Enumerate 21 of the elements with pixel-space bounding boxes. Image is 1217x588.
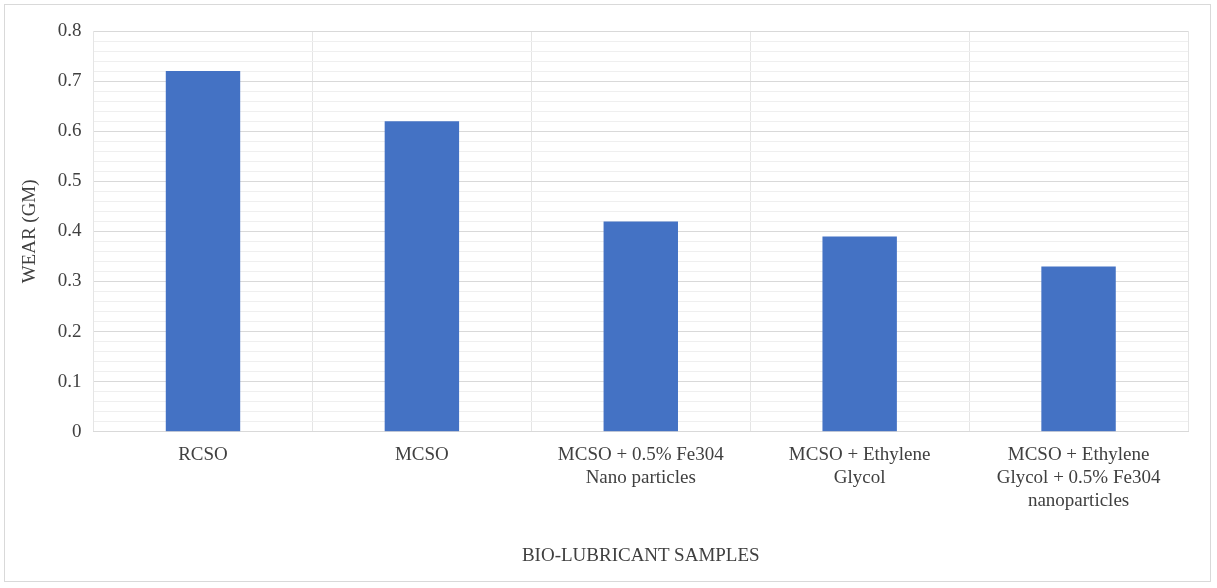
bar [603,221,678,432]
x-tick-label: MCSO + 0.5% Fe304 Nano particles [557,443,725,487]
bar [822,236,897,432]
y-axis-title: WEAR (GM) [18,179,41,284]
x-axis-title: BIO-LUBRICANT SAMPLES [521,543,760,565]
y-tick-label: 0.6 [57,119,82,141]
y-tick-label: 0.4 [57,219,83,241]
y-tick-label: 0 [72,419,82,441]
x-tick-label: MCSO + Ethylene Glycol [788,443,931,487]
y-tick-label: 0.3 [57,269,82,291]
bar [384,121,460,432]
y-tick-label: 0.1 [57,369,82,391]
y-tick-label: 0.7 [57,69,82,91]
bar [1041,266,1116,432]
y-tick-label: 0.2 [57,319,82,341]
x-tick-label: MCSO + Ethylene Glycol + 0.5% Fe304 nanoparticles [996,443,1161,510]
y-tick-label: 0.8 [57,18,82,40]
bar [165,71,241,432]
y-tick-label: 0.5 [57,169,82,191]
x-tick-label: MCSO [394,443,449,465]
x-tick-label: RCSO [178,443,228,465]
